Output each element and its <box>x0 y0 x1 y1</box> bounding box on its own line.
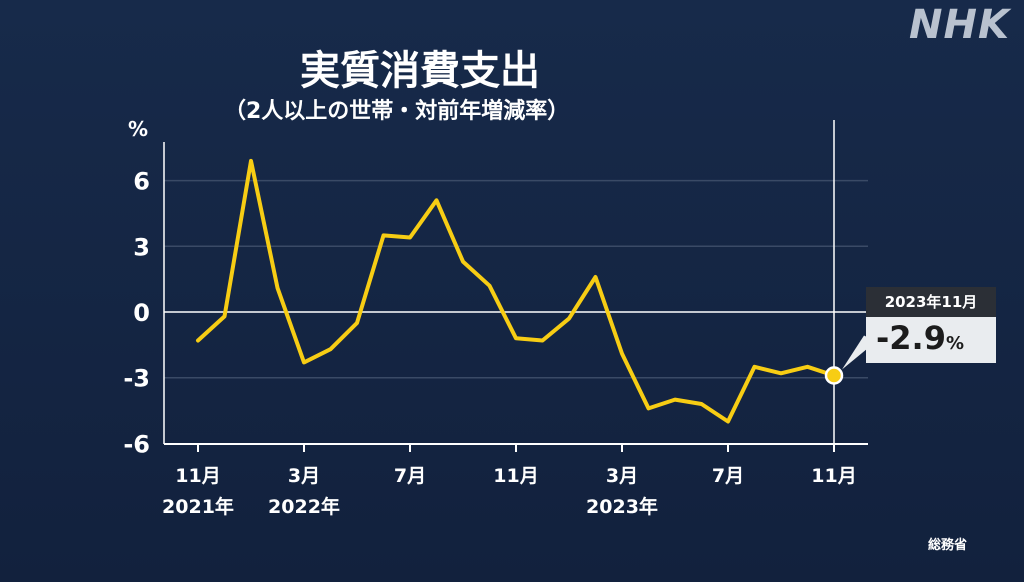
data-source: 総務省 <box>928 538 968 553</box>
callout-value: -2.9 <box>876 319 946 357</box>
callout-unit: % <box>945 333 965 354</box>
y-tick-label: -3 <box>123 365 150 393</box>
y-axis-unit: % <box>128 117 149 141</box>
x-tick-label-year: 2023年 <box>586 495 658 518</box>
nhk-logo: NHK <box>909 2 1010 48</box>
x-tick-label-month: 3月 <box>606 465 638 487</box>
y-tick-label: -6 <box>123 430 150 458</box>
latest-data-point <box>824 366 844 385</box>
x-tick-label-year: 2021年 <box>162 495 234 518</box>
chart-title: 実質消費支出 <box>300 48 540 94</box>
x-tick-label-month: 11月 <box>175 465 220 487</box>
x-tick-label-month: 11月 <box>811 465 856 487</box>
chart-subtitle: （2人以上の世帯・対前年増減率） <box>224 99 570 124</box>
series-line <box>196 158 836 424</box>
x-tick-label-month: 11月 <box>493 465 538 487</box>
x-tick-label-year: 2022年 <box>268 495 340 518</box>
y-tick-label: 3 <box>133 233 150 261</box>
callout-value-box: -2.9% <box>866 317 996 363</box>
y-tick-label: 0 <box>133 299 150 327</box>
callout-date: 2023年11月 <box>866 287 996 317</box>
y-tick-label: 6 <box>133 168 150 196</box>
x-tick-label-month: 7月 <box>394 465 426 487</box>
x-tick-label-month: 7月 <box>712 465 744 487</box>
x-tick-label-month: 3月 <box>288 465 320 487</box>
latest-value-callout: 2023年11月 -2.9% <box>866 287 996 363</box>
